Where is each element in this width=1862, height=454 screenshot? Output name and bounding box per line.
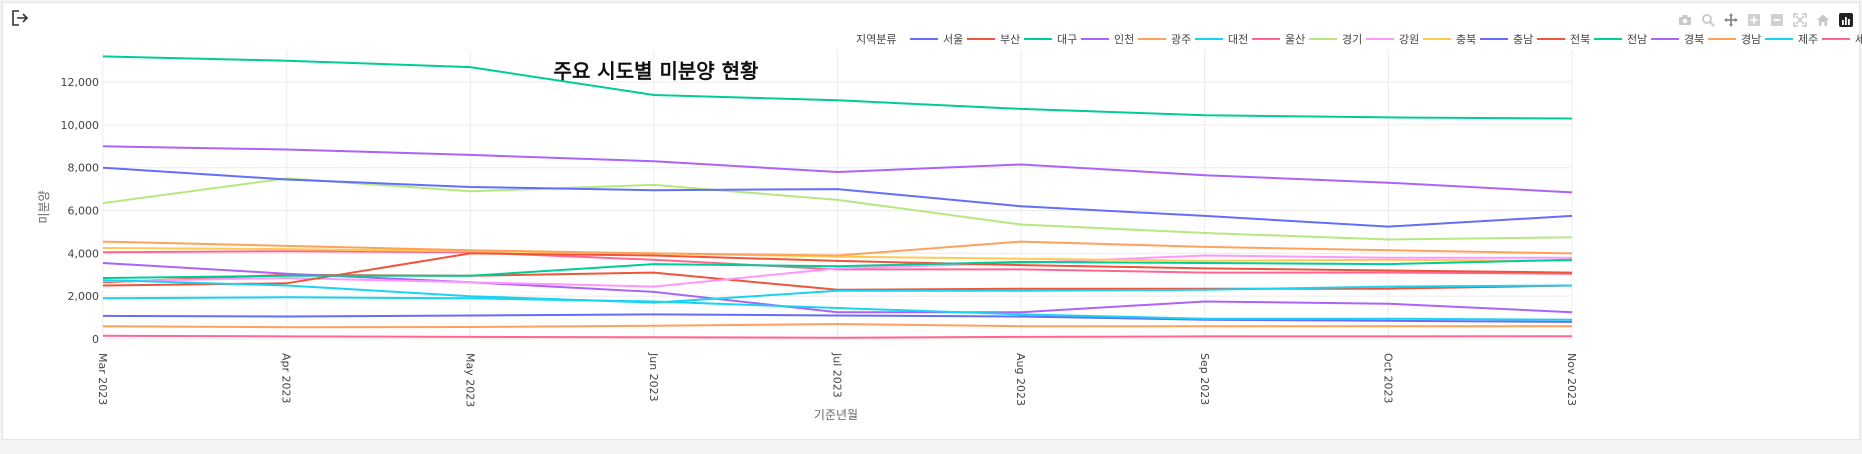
download-png-button[interactable] xyxy=(1677,12,1693,28)
x-tick-label: Sep 2023 xyxy=(1198,353,1211,405)
series-line[interactable] xyxy=(102,296,1573,321)
legend-label: 세종 xyxy=(1855,33,1862,46)
y-axis-ticks: 0 2,000 4,000 6,000 8,000 10,000 12,000 xyxy=(61,76,100,346)
legend-item[interactable]: 세종 xyxy=(1822,33,1862,46)
x-tick-label: May 2023 xyxy=(463,353,476,407)
x-axis-title: 기준년월 xyxy=(814,408,858,422)
legend-item[interactable]: 경기 xyxy=(1309,33,1362,46)
series-line[interactable] xyxy=(102,252,1573,287)
legend-label: 전남 xyxy=(1627,33,1647,46)
chart-logo-button[interactable] xyxy=(1838,12,1854,28)
pan-button[interactable] xyxy=(1723,12,1739,28)
chart-title: 주요 시도별 미분양 현황 xyxy=(554,59,759,83)
legend-label: 울산 xyxy=(1285,33,1305,46)
legend-item[interactable]: 울산 xyxy=(1252,33,1305,46)
series-line[interactable] xyxy=(102,247,1573,262)
x-tick-label: Apr 2023 xyxy=(280,353,293,404)
legend-label: 경기 xyxy=(1342,33,1362,46)
legend-item[interactable]: 경북 xyxy=(1651,33,1704,46)
legend-item[interactable]: 충남 xyxy=(1480,33,1533,46)
zoom-button[interactable] xyxy=(1700,12,1716,28)
modebar xyxy=(1677,12,1854,28)
zoom-in-icon xyxy=(1748,14,1760,26)
series-line[interactable] xyxy=(102,145,1573,194)
zoom-icon xyxy=(1702,14,1715,27)
x-tick-label: Jun 2023 xyxy=(647,352,660,402)
legend-item[interactable]: 경남 xyxy=(1708,33,1761,46)
grid xyxy=(102,50,1573,340)
y-tick-label: 8,000 xyxy=(68,162,100,175)
legend-label: 경북 xyxy=(1684,33,1704,46)
legend-item[interactable]: 서울 xyxy=(910,33,963,46)
legend-item[interactable]: 제주 xyxy=(1765,33,1818,46)
chart-frame xyxy=(2,2,1860,440)
camera-icon xyxy=(1679,15,1691,25)
y-tick-label: 2,000 xyxy=(68,290,100,303)
exit-icon xyxy=(12,10,29,26)
legend-label: 전북 xyxy=(1570,33,1590,46)
series-line[interactable] xyxy=(102,279,1573,304)
y-axis-title: 미분양 xyxy=(37,190,51,223)
legend-label: 경남 xyxy=(1741,33,1761,46)
legend-item[interactable]: 광주 xyxy=(1138,33,1191,46)
series-lines xyxy=(102,55,1573,339)
y-tick-label: 12,000 xyxy=(61,76,100,89)
legend-item[interactable]: 인천 xyxy=(1081,32,1134,46)
autoscale-icon xyxy=(1793,13,1807,27)
series-line[interactable] xyxy=(102,258,1573,279)
legend-label: 인천 xyxy=(1114,32,1134,46)
zoom-in-button[interactable] xyxy=(1746,12,1762,28)
legend-item[interactable]: 강원 xyxy=(1366,33,1419,46)
zoom-out-icon xyxy=(1771,14,1783,26)
x-tick-label: Jul 2023 xyxy=(831,352,844,398)
legend: 지역분류 서울 부산 대구 인천 광주 대전 울산 경기 강원 충북 충남 전북 전남 경북 경남 제주 세종 xyxy=(856,32,1862,46)
pan-icon xyxy=(1724,13,1738,27)
legend-label: 제주 xyxy=(1798,33,1818,46)
home-icon xyxy=(1817,14,1829,26)
series-line[interactable] xyxy=(102,240,1573,257)
legend-label: 광주 xyxy=(1171,33,1191,46)
x-tick-label: Nov 2023 xyxy=(1565,353,1578,406)
legend-label: 대구 xyxy=(1057,33,1077,46)
legend-label: 충남 xyxy=(1513,33,1533,46)
legend-label: 강원 xyxy=(1399,33,1419,46)
chart-logo-icon xyxy=(1839,13,1853,27)
y-tick-label: 0 xyxy=(92,333,99,346)
legend-item[interactable]: 대전 xyxy=(1195,33,1248,46)
legend-label: 서울 xyxy=(943,33,963,46)
y-tick-label: 6,000 xyxy=(68,205,100,218)
x-tick-label: Oct 2023 xyxy=(1381,353,1394,404)
legend-item[interactable]: 부산 xyxy=(967,33,1020,46)
y-tick-label: 10,000 xyxy=(61,119,100,132)
legend-label: 부산 xyxy=(1000,33,1020,46)
legend-label: 충북 xyxy=(1456,33,1476,46)
legend-item[interactable]: 충북 xyxy=(1423,33,1476,46)
series-line[interactable] xyxy=(102,334,1573,339)
legend-item[interactable]: 전남 xyxy=(1594,33,1647,46)
autoscale-button[interactable] xyxy=(1792,12,1808,28)
series-line[interactable] xyxy=(102,55,1573,120)
series-line[interactable] xyxy=(102,313,1573,323)
series-line[interactable] xyxy=(102,166,1573,228)
series-line[interactable] xyxy=(102,323,1572,329)
series-line[interactable] xyxy=(102,254,1572,288)
legend-item[interactable]: 대구 xyxy=(1024,33,1077,46)
x-tick-label: Aug 2023 xyxy=(1014,353,1027,406)
legend-label: 대전 xyxy=(1228,33,1248,46)
zoom-out-button[interactable] xyxy=(1769,12,1785,28)
exit-fullscreen-button[interactable] xyxy=(10,8,30,28)
x-axis-ticks: Mar 2023 Apr 2023 May 2023 Jun 2023 Jul 2023… xyxy=(96,352,1578,407)
x-tick-label: Mar 2023 xyxy=(96,353,109,405)
legend-title: 지역분류 xyxy=(856,33,896,46)
reset-axes-button[interactable] xyxy=(1815,12,1831,28)
y-tick-label: 4,000 xyxy=(68,247,100,260)
legend-item[interactable]: 전북 xyxy=(1537,33,1590,46)
